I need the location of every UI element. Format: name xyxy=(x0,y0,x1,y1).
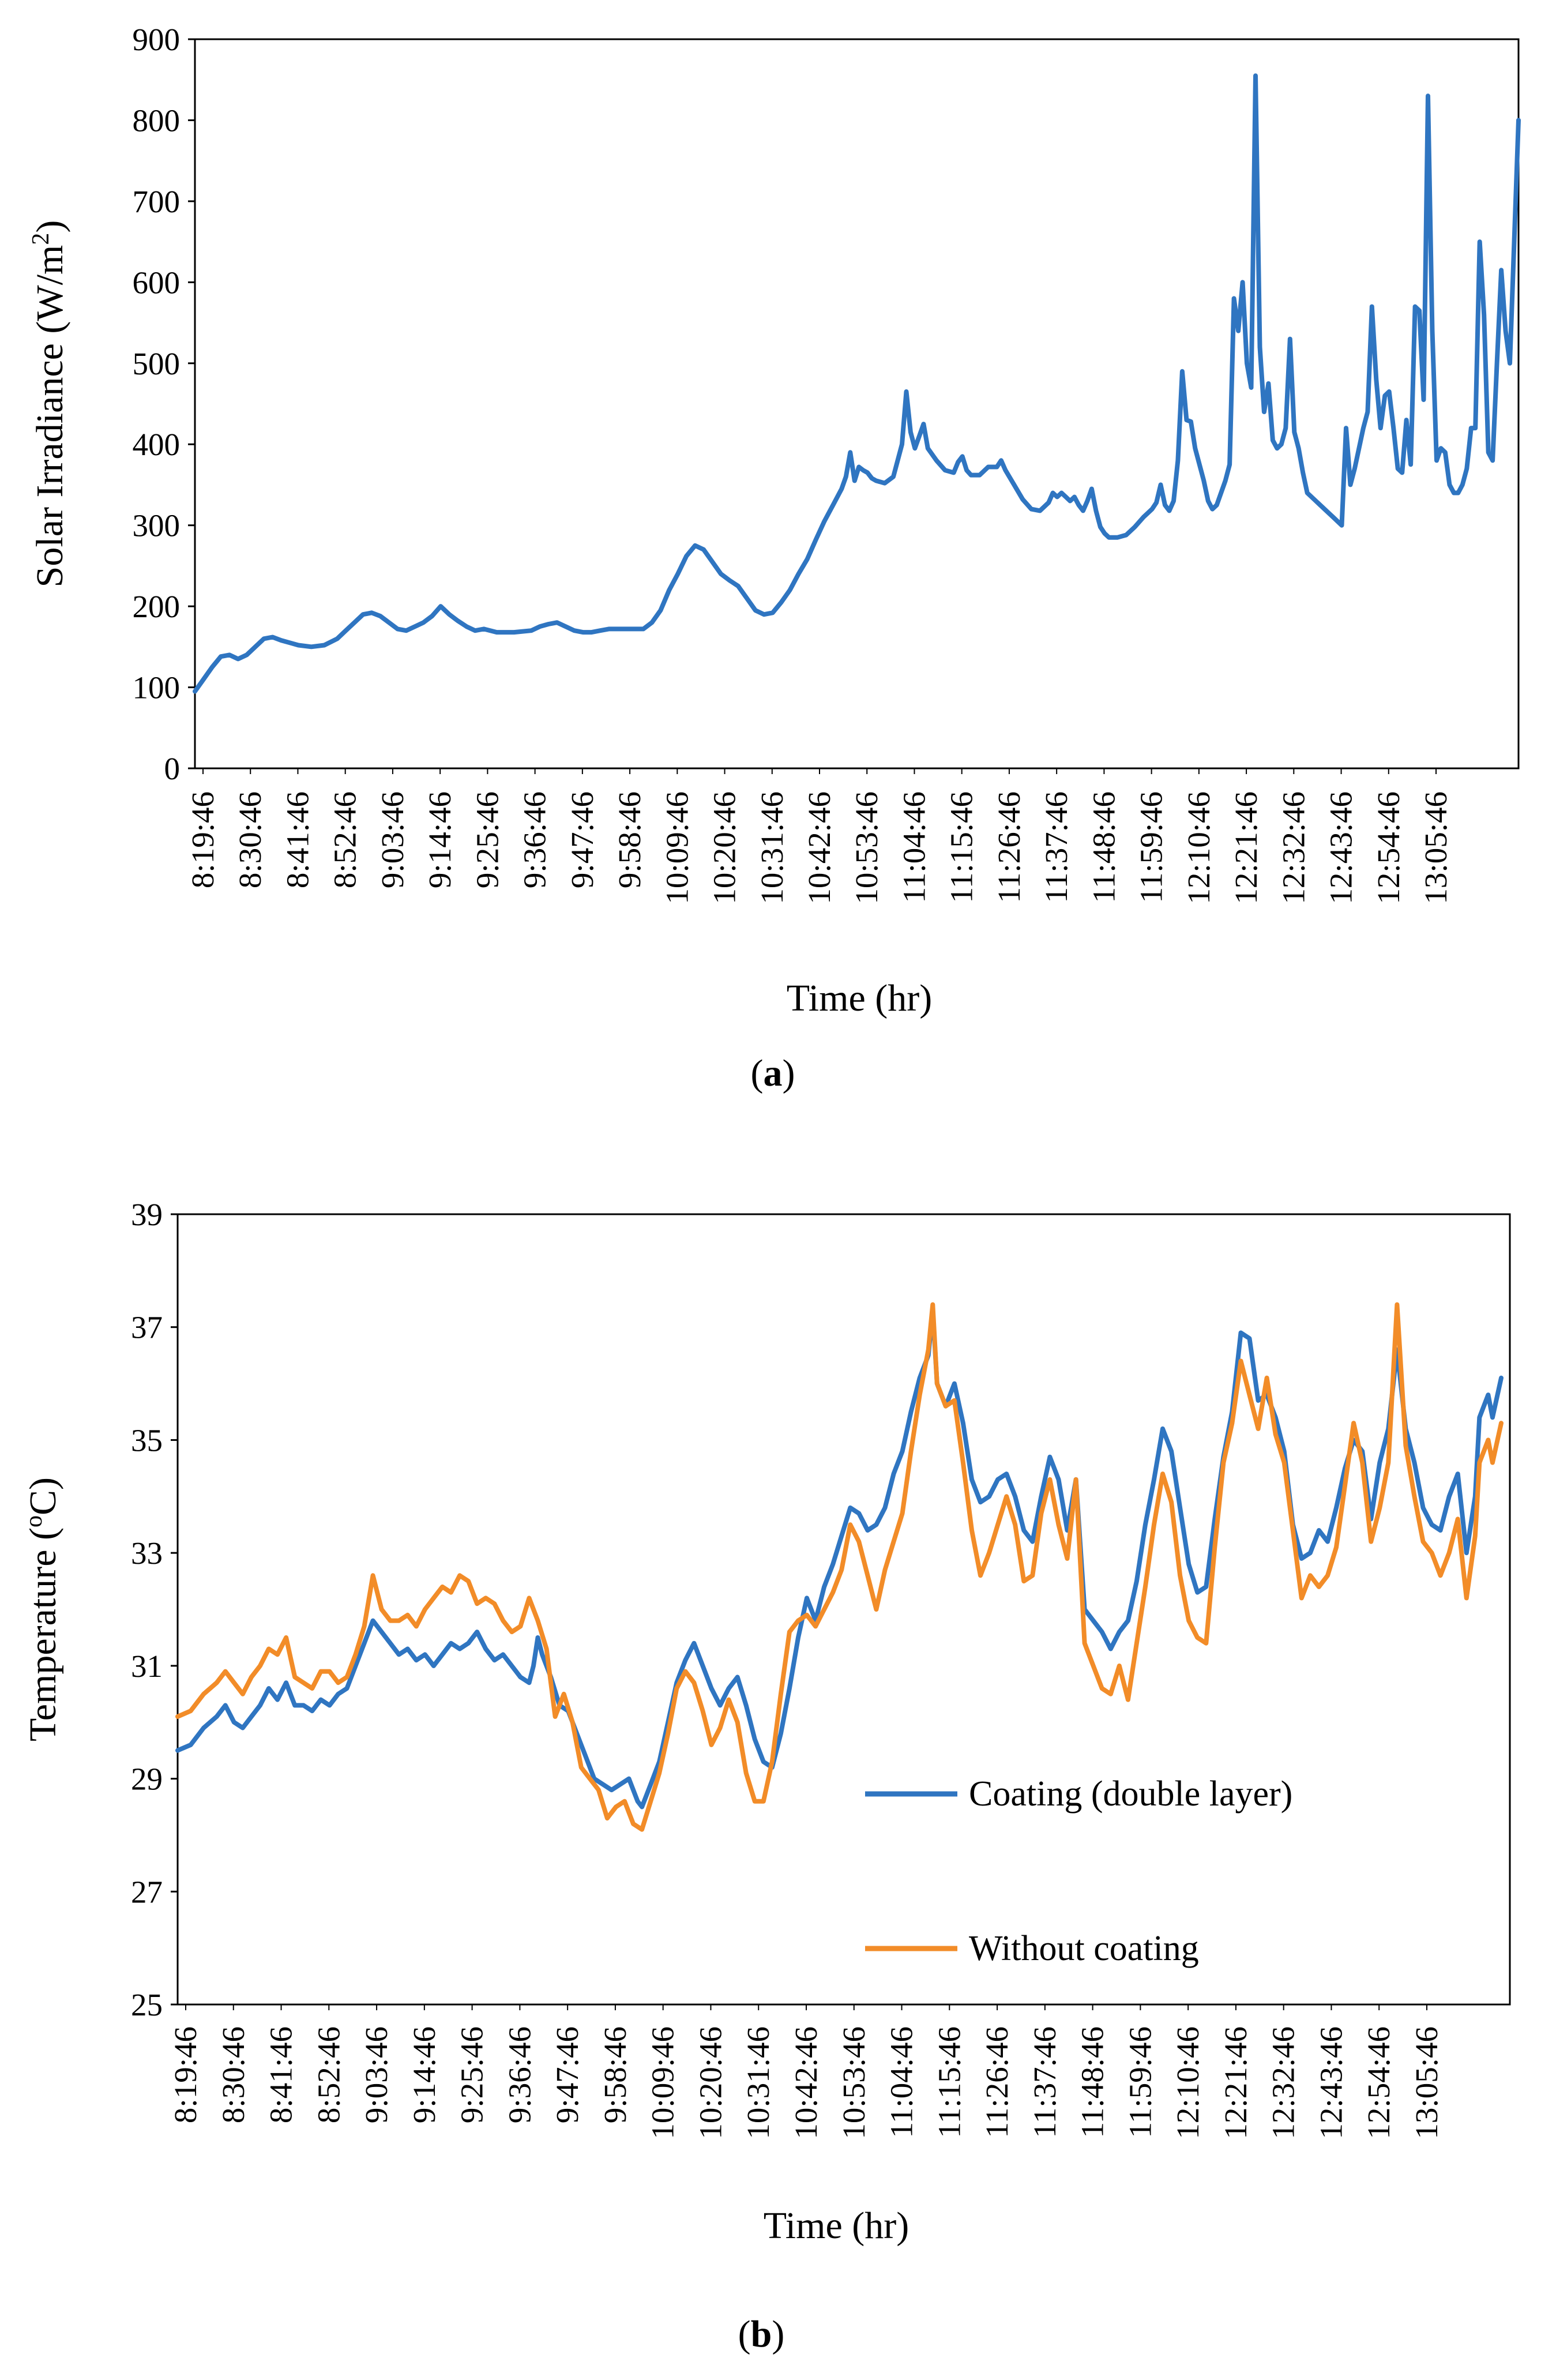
x-tick-label: 12:43:46 xyxy=(1313,2026,1348,2139)
y-tick-label: 900 xyxy=(133,22,181,57)
x-tick-label: 8:19:46 xyxy=(185,791,220,888)
y-tick-label: 39 xyxy=(131,1197,163,1232)
x-tick-label: 9:58:46 xyxy=(597,2026,633,2123)
chart-b-x-axis-label: Time (hr) xyxy=(764,2205,909,2247)
x-tick-label: 10:09:46 xyxy=(659,791,694,904)
x-tick-label: 10:53:46 xyxy=(849,791,884,904)
chart-a-x-axis: 8:19:46 8:30:46 8:41:46 8:52:46 9:03:46 9:14:… xyxy=(185,768,1453,904)
x-tick-label: 12:43:46 xyxy=(1324,791,1359,904)
x-tick-label: 10:20:46 xyxy=(693,2026,728,2139)
chart-b-legend: Coating (double layer) Without coating xyxy=(865,1774,1292,1968)
x-tick-label: 9:47:46 xyxy=(565,791,600,888)
chart-b-plot-area xyxy=(176,1213,1511,2006)
y-tick-label: 100 xyxy=(133,670,181,705)
x-tick-label: 12:32:46 xyxy=(1276,791,1311,904)
x-tick-label: 10:53:46 xyxy=(836,2026,871,2139)
x-tick-label: 11:37:46 xyxy=(1039,791,1074,903)
x-tick-label: 9:58:46 xyxy=(612,791,647,888)
y-tick-label: 35 xyxy=(131,1422,163,1458)
y-tick-label: 27 xyxy=(131,1874,163,1909)
x-tick-label: 11:04:46 xyxy=(884,2026,919,2138)
x-tick-label: 8:19:46 xyxy=(168,2026,203,2123)
x-tick-label: 12:21:46 xyxy=(1218,2026,1253,2139)
x-tick-label: 10:20:46 xyxy=(707,791,742,904)
y-tick-label: 37 xyxy=(131,1310,163,1345)
series-line-without-coating xyxy=(175,1302,1504,1832)
x-tick-label: 11:26:46 xyxy=(991,791,1027,903)
legend-label-without: Without coating xyxy=(969,1929,1199,1968)
chart-b-y-axis-label: Temperature (oC) xyxy=(21,1477,64,1741)
x-tick-label: 11:15:46 xyxy=(931,2026,967,2138)
x-tick-label: 11:04:46 xyxy=(896,791,931,903)
x-tick-label: 10:31:46 xyxy=(754,791,790,904)
x-tick-label: 11:26:46 xyxy=(979,2026,1014,2138)
x-tick-label: 10:31:46 xyxy=(741,2026,776,2139)
chart-a-panel-label: (a) xyxy=(751,1052,795,1094)
x-tick-label: 11:48:46 xyxy=(1086,791,1121,903)
x-tick-label: 9:03:46 xyxy=(359,2026,394,2123)
chart-a-series xyxy=(193,73,1521,694)
chart-a-y-axis-label: Solar Irradiance (W/m2) xyxy=(28,220,71,588)
x-tick-label: 8:30:46 xyxy=(232,791,268,888)
y-tick-label: 31 xyxy=(131,1649,163,1684)
y-tick-label: 400 xyxy=(133,427,181,462)
x-tick-label: 9:03:46 xyxy=(375,791,410,888)
y-tick-label: 33 xyxy=(131,1536,163,1571)
y-tick-label: 200 xyxy=(133,589,181,624)
x-tick-label: 12:10:46 xyxy=(1181,791,1216,904)
x-tick-label: 12:10:46 xyxy=(1170,2026,1205,2139)
x-tick-label: 12:54:46 xyxy=(1371,791,1406,904)
x-tick-label: 11:48:46 xyxy=(1075,2026,1110,2138)
x-tick-label: 13:05:46 xyxy=(1409,2026,1444,2139)
x-tick-label: 9:14:46 xyxy=(407,2026,442,2123)
x-tick-label: 8:41:46 xyxy=(264,2026,299,2123)
chart-b-series xyxy=(175,1302,1504,1832)
chart-b-panel-label: (b) xyxy=(738,2313,785,2355)
x-tick-label: 9:14:46 xyxy=(422,791,457,888)
x-tick-label: 9:36:46 xyxy=(517,791,553,888)
x-tick-label: 9:25:46 xyxy=(469,791,505,888)
chart-a-plot-area xyxy=(194,38,1520,769)
x-tick-label: 11:15:46 xyxy=(944,791,979,903)
y-tick-label: 0 xyxy=(164,751,181,786)
x-tick-label: 8:41:46 xyxy=(280,791,315,888)
x-tick-label: 8:52:46 xyxy=(328,791,363,888)
x-tick-label: 12:32:46 xyxy=(1266,2026,1301,2139)
x-tick-label: 11:59:46 xyxy=(1134,791,1169,903)
x-tick-label: 10:42:46 xyxy=(788,2026,824,2139)
y-tick-label: 800 xyxy=(133,103,181,138)
chart-a-x-axis-label: Time (hr) xyxy=(787,977,932,1019)
series-line-solar-irradiance xyxy=(193,73,1521,694)
y-tick-label: 25 xyxy=(131,1987,163,2022)
x-tick-label: 9:25:46 xyxy=(454,2026,490,2123)
chart-b-y-axis: 25 27 29 31 33 35 37 39 xyxy=(131,1197,178,2022)
x-tick-label: 9:36:46 xyxy=(502,2026,537,2123)
chart-a-y-axis: 0 100 200 300 400 500 600 700 800 900 xyxy=(133,22,195,786)
y-tick-label: 29 xyxy=(131,1762,163,1797)
x-tick-label: 12:21:46 xyxy=(1228,791,1264,904)
x-tick-label: 11:59:46 xyxy=(1122,2026,1157,2138)
x-tick-label: 11:37:46 xyxy=(1027,2026,1062,2138)
x-tick-label: 13:05:46 xyxy=(1418,791,1453,904)
y-tick-label: 600 xyxy=(133,265,181,300)
x-tick-label: 9:47:46 xyxy=(550,2026,585,2123)
x-tick-label: 8:52:46 xyxy=(311,2026,346,2123)
y-tick-label: 300 xyxy=(133,508,181,543)
chart-b-x-axis: 8:19:46 8:30:46 8:41:46 8:52:46 9:03:46 9:14:… xyxy=(168,2004,1444,2139)
chart-a: 0 100 200 300 400 500 600 700 800 900 8:19:46 8:30… xyxy=(28,22,1521,1094)
y-tick-label: 500 xyxy=(133,346,181,381)
x-tick-label: 10:42:46 xyxy=(802,791,837,904)
x-tick-label: 12:54:46 xyxy=(1361,2026,1396,2139)
x-tick-label: 10:09:46 xyxy=(645,2026,681,2139)
legend-label-coating: Coating (double layer) xyxy=(969,1774,1292,1814)
y-tick-label: 700 xyxy=(133,184,181,219)
x-tick-label: 8:30:46 xyxy=(216,2026,251,2123)
